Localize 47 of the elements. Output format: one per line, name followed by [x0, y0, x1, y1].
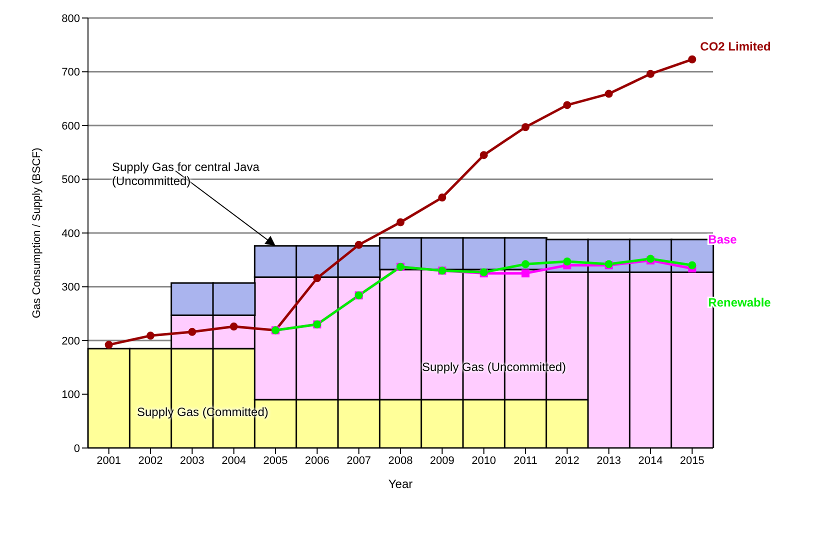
y-axis-title: Gas Consumption / Supply (BSCF) — [30, 148, 43, 318]
point — [688, 261, 696, 270]
x-tick-label: 2015 — [680, 454, 704, 467]
x-tick-label: 2002 — [138, 454, 163, 467]
series-label: CO2 Limited — [700, 40, 771, 54]
x-tick-label: 2014 — [638, 454, 663, 467]
point — [354, 240, 363, 249]
y-tick-label: 400 — [62, 228, 80, 240]
point — [604, 90, 613, 98]
point — [104, 340, 113, 349]
series-label: Base — [708, 232, 738, 247]
y-tick-label: 600 — [62, 120, 80, 132]
x-tick-label: 2008 — [388, 454, 413, 467]
point — [188, 328, 196, 336]
y-tick-label: 800 — [62, 12, 80, 25]
x-tick-label: 2013 — [596, 454, 622, 467]
point — [146, 332, 154, 340]
x-tick-label: 2004 — [222, 454, 246, 467]
x-tick-label: 2003 — [180, 454, 204, 467]
x-tick-label: 2007 — [346, 454, 372, 467]
y-tick-label: 700 — [62, 66, 80, 79]
y-tick-label: 300 — [62, 282, 80, 294]
point — [522, 260, 530, 268]
x-tick-label: 2009 — [430, 454, 454, 467]
annotation: Supply Gas for central Java (Uncommitted) — [111, 159, 260, 190]
x-tick-label: 2011 — [514, 454, 538, 467]
x-axis-title: Year — [388, 477, 413, 491]
y-tick-label: 200 — [62, 335, 80, 348]
y-tick-label: 500 — [62, 174, 80, 186]
point — [688, 55, 696, 64]
y-tick-label: 100 — [62, 389, 80, 402]
point — [646, 70, 654, 78]
point — [480, 151, 488, 160]
y-tick-label: 0 — [74, 442, 80, 455]
x-tick-label: 2001 — [96, 454, 122, 467]
point — [396, 218, 404, 226]
x-tick-label: 2006 — [304, 454, 330, 467]
x-tick-label: 2010 — [472, 454, 496, 467]
point — [522, 269, 530, 278]
x-tick-label: 2012 — [554, 454, 580, 467]
x-tick-label: 2005 — [263, 454, 288, 467]
point — [438, 194, 446, 202]
point — [563, 101, 572, 110]
point — [313, 274, 322, 282]
point — [563, 257, 572, 266]
point — [522, 123, 530, 132]
point — [230, 322, 238, 331]
